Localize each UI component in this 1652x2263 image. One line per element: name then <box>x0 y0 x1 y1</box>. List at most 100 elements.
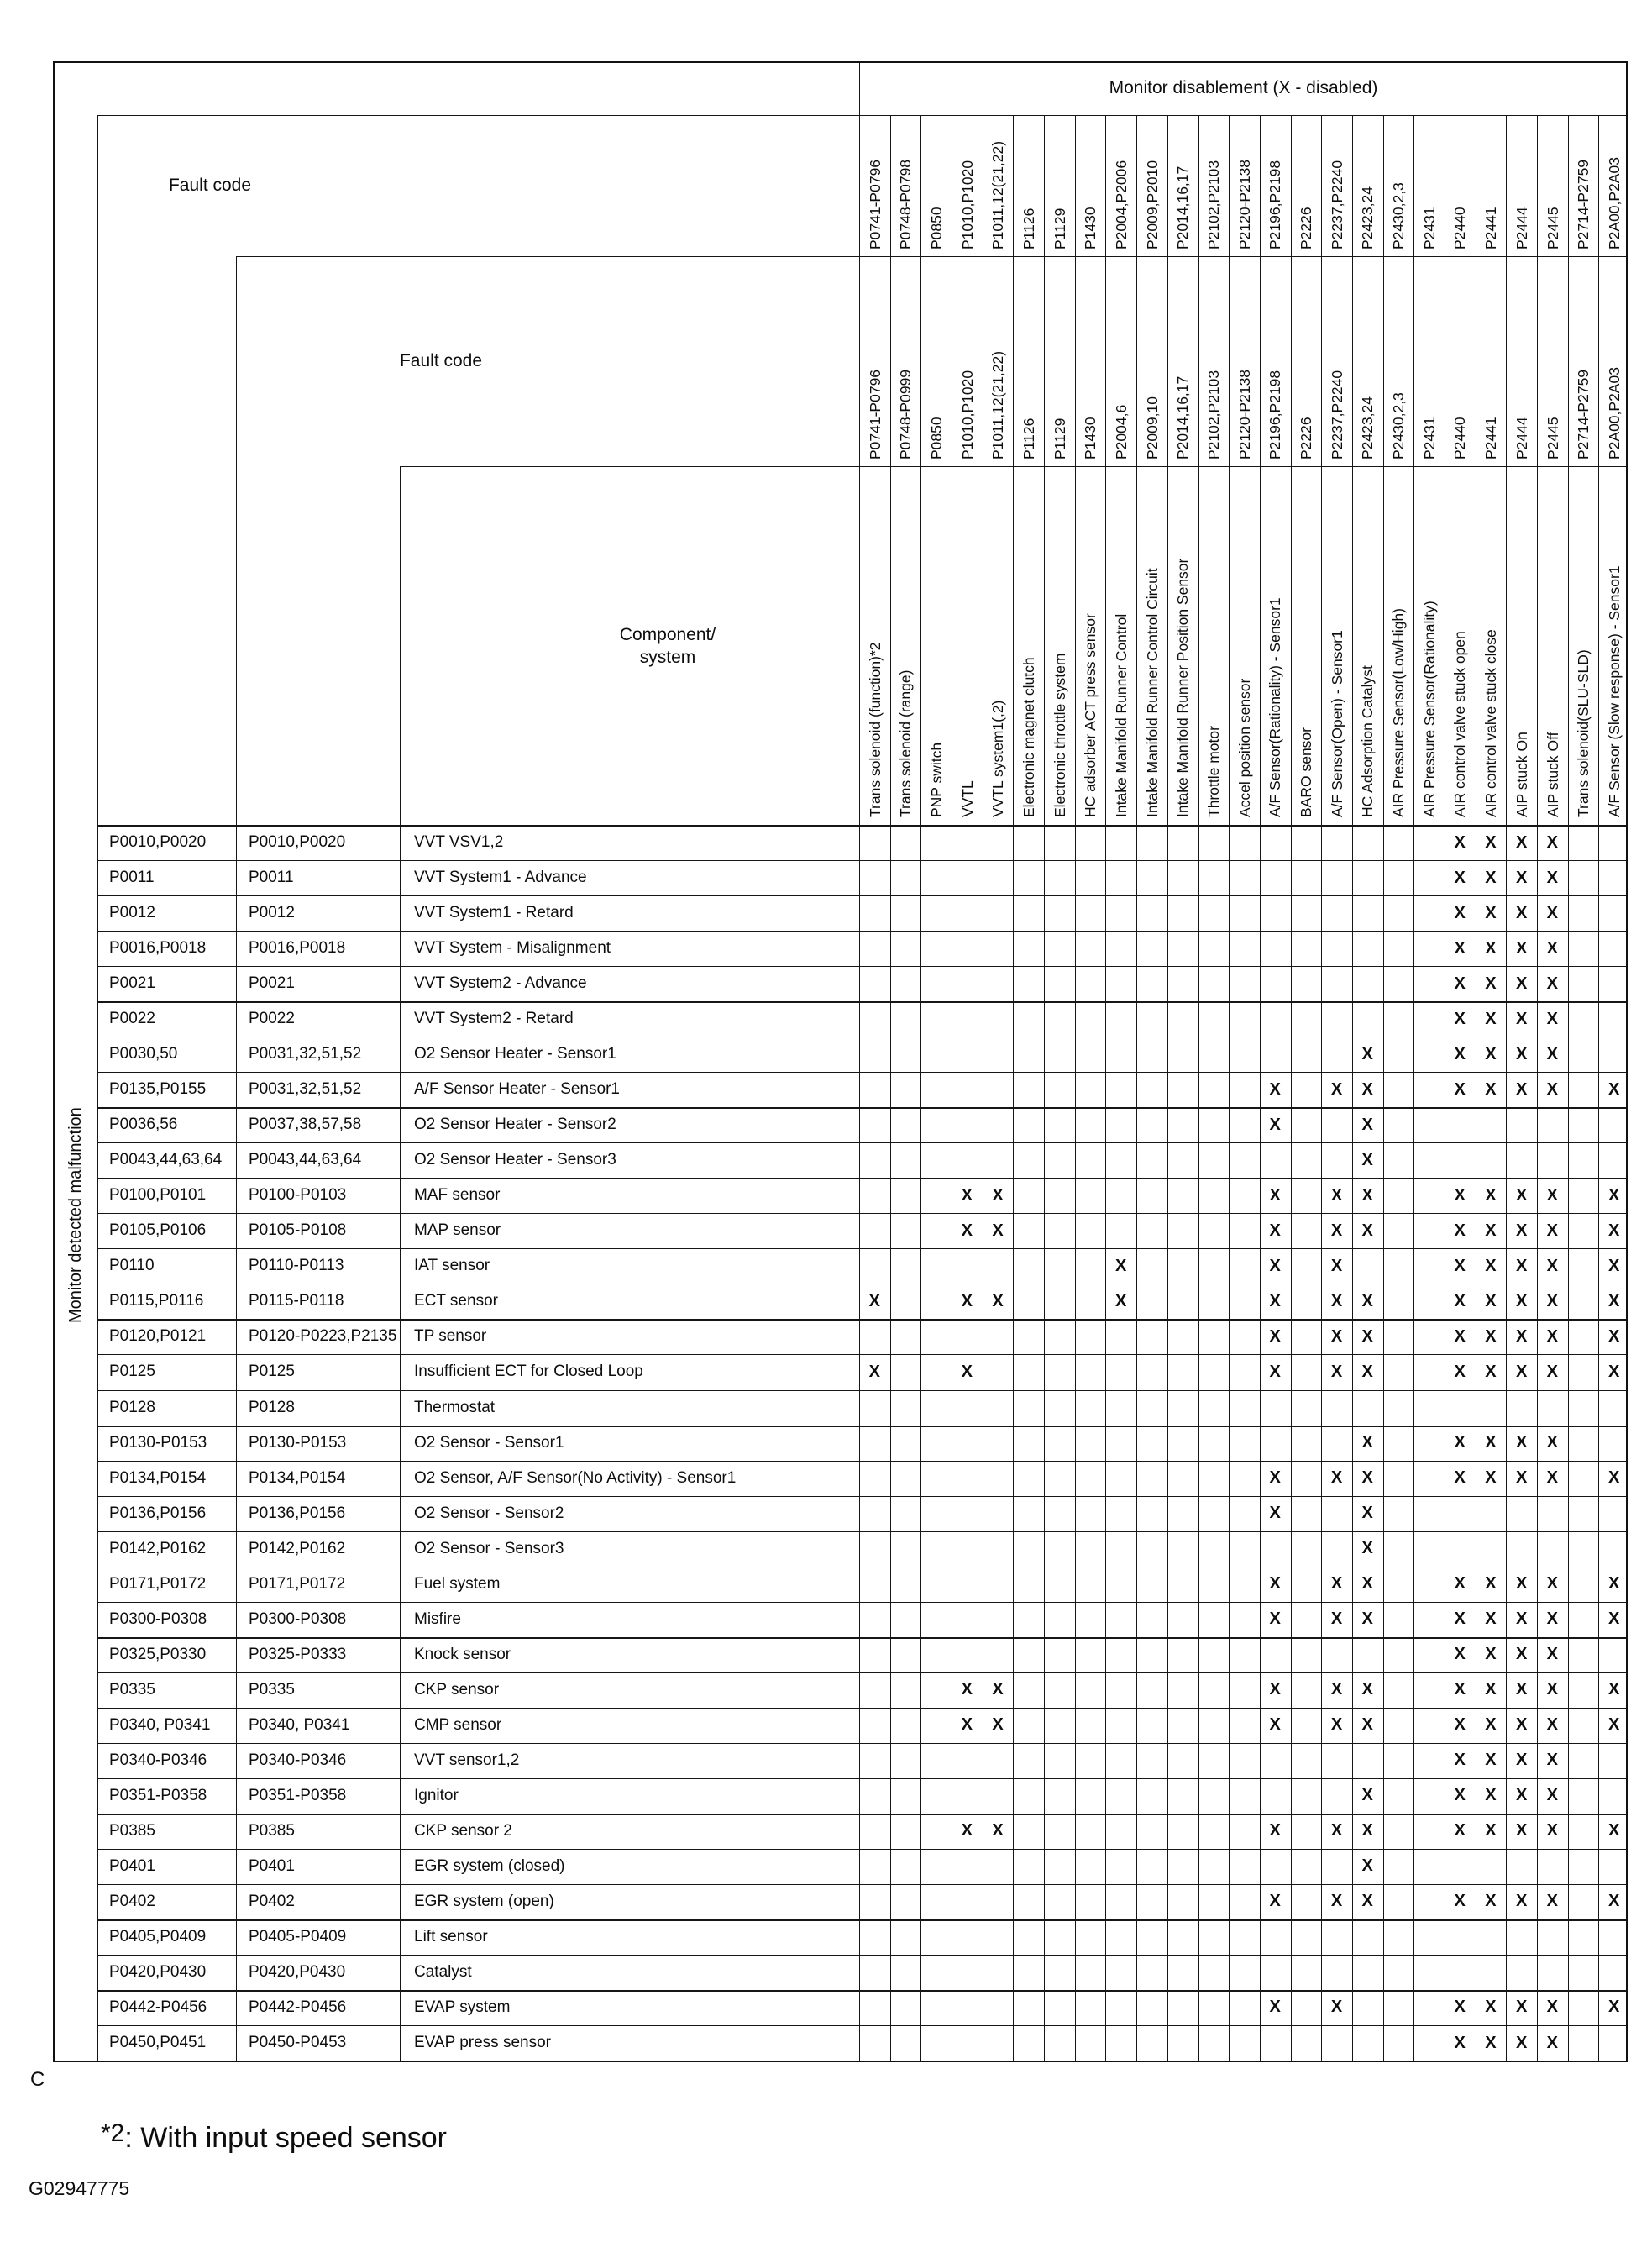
disabled-x-mark: X <box>992 1221 1004 1240</box>
row-component: Knock sensor <box>414 1645 511 1663</box>
grid-line <box>97 931 1626 932</box>
grid-line <box>859 63 860 115</box>
monitor-disablement-table: Monitor disablement (X - disabled) Fault… <box>53 61 1628 2062</box>
row-fault-code-1: P0105,P0106 <box>109 1221 207 1240</box>
grid-line <box>1013 115 1015 2061</box>
column-code-top: P2102,P2103 <box>1205 160 1222 249</box>
grid-line <box>97 1707 1626 1709</box>
grid-line <box>97 1742 1626 1744</box>
grid-line <box>97 1777 1626 1779</box>
disabled-x-mark: X <box>1361 1115 1373 1134</box>
grid-line <box>97 115 98 2061</box>
row-component: VVT System - Misalignment <box>414 939 611 958</box>
disabled-x-mark: X <box>1515 832 1528 852</box>
column-code-top: P2440 <box>1451 207 1469 249</box>
row-component: CKP sensor 2 <box>414 1821 512 1840</box>
row-fault-code-1: P0125 <box>109 1363 155 1381</box>
row-component: Lift sensor <box>414 1927 488 1945</box>
disabled-x-mark: X <box>1546 1715 1558 1735</box>
disabled-x-mark: X <box>1546 1574 1558 1594</box>
row-component: VVT System1 - Retard <box>414 904 574 922</box>
row-fault-code-2: P0016,P0018 <box>249 939 346 958</box>
column-code-mid: P2714-P2759 <box>1575 369 1592 459</box>
disabled-x-mark: X <box>1607 1821 1620 1840</box>
row-component: O2 Sensor - Sensor2 <box>414 1504 564 1522</box>
disabled-x-mark: X <box>1515 1044 1528 1063</box>
column-code-top: P2714-P2759 <box>1575 159 1592 249</box>
row-fault-code-2: P0325-P0333 <box>249 1645 347 1663</box>
column-code-mid: P1126 <box>1020 417 1037 459</box>
disabled-x-mark: X <box>1454 1892 1466 1911</box>
row-component: MAP sensor <box>414 1221 501 1240</box>
row-component: VVT System1 - Advance <box>414 869 587 886</box>
column-code-mid: P0850 <box>927 417 945 459</box>
row-fault-code-1: P0036,56 <box>109 1116 178 1134</box>
disabled-x-mark: X <box>1269 1680 1281 1699</box>
disabled-x-mark: X <box>1269 1998 1281 2017</box>
disabled-x-mark: X <box>1330 1680 1343 1699</box>
disabled-x-mark: X <box>1515 1892 1528 1911</box>
disabled-x-mark: X <box>1485 1892 1497 1911</box>
grid-line <box>97 1813 1626 1815</box>
disabled-x-mark: X <box>1269 1185 1281 1205</box>
row-fault-code-2: P0300-P0308 <box>249 1609 347 1628</box>
disabled-x-mark: X <box>1330 1362 1343 1381</box>
disabled-x-mark: X <box>1515 1468 1528 1487</box>
row-fault-code-1: P0134,P0154 <box>109 1468 207 1487</box>
row-fault-code-2: P0115-P0118 <box>249 1292 344 1310</box>
disabled-x-mark: X <box>1515 1786 1528 1805</box>
grid-line <box>97 1425 1626 1427</box>
grid-line <box>1074 115 1076 2061</box>
disabled-x-mark: X <box>1454 1751 1466 1770</box>
column-description: Electronic throttle system <box>1051 653 1068 817</box>
column-code-mid: P2431 <box>1420 417 1438 459</box>
disabled-x-mark: X <box>1485 1468 1497 1487</box>
disabled-x-mark: X <box>1546 1256 1558 1275</box>
disabled-x-mark: X <box>1485 1609 1497 1629</box>
disabled-x-mark: X <box>1485 1715 1497 1735</box>
grid-line <box>1290 115 1292 2061</box>
disabled-x-mark: X <box>1607 1291 1620 1310</box>
column-code-mid: P1129 <box>1051 417 1068 459</box>
column-code-top: P2196,P2198 <box>1267 160 1284 249</box>
row-fault-code-1: P0011 <box>109 869 155 886</box>
row-fault-code-1: P0325,P0330 <box>109 1645 207 1663</box>
disabled-x-mark: X <box>1515 1998 1528 2017</box>
disabled-x-mark: X <box>1454 974 1466 993</box>
footnote-marker: *2 <box>101 2119 125 2147</box>
column-code-mid: P1011,12(21,22) <box>989 350 1007 459</box>
disabled-x-mark: X <box>1361 1609 1373 1629</box>
fault-code-header-1: Fault code <box>168 176 252 195</box>
disabled-x-mark: X <box>1330 1892 1343 1911</box>
disabled-x-mark: X <box>1454 832 1466 852</box>
disabled-x-mark: X <box>1454 903 1466 922</box>
disabled-x-mark: X <box>1607 1256 1620 1275</box>
row-fault-code-1: P0130-P0153 <box>109 1433 207 1452</box>
row-component: O2 Sensor Heater - Sensor1 <box>414 1045 616 1063</box>
row-fault-code-1: P0402 <box>109 1892 155 1910</box>
column-description: Trans solenoid (function)*2 <box>866 642 884 818</box>
disabled-x-mark: X <box>1330 1256 1343 1275</box>
disabled-x-mark: X <box>1485 1291 1497 1310</box>
column-description: Trans solenoid(SLU-SLD) <box>1575 649 1592 817</box>
grid-line <box>97 860 1626 861</box>
column-code-top: P0741-P0796 <box>866 159 884 249</box>
disabled-x-mark: X <box>1330 1079 1343 1099</box>
disabled-x-mark: X <box>1454 1185 1466 1205</box>
column-description: AIR Pressure Sensor(Rationality) <box>1420 601 1438 817</box>
row-fault-code-2: P0402 <box>249 1892 295 1910</box>
column-code-mid: P2196,P2198 <box>1267 370 1284 459</box>
row-fault-code-2: P0021 <box>249 974 295 993</box>
column-description: AIR Pressure Sensor(Low/High) <box>1390 608 1408 817</box>
grid-line <box>1413 115 1415 2061</box>
disabled-x-mark: X <box>1330 1185 1343 1205</box>
disabled-x-mark: X <box>1515 1221 1528 1240</box>
disabled-x-mark: X <box>1485 1044 1497 1063</box>
disabled-x-mark: X <box>1454 938 1466 958</box>
row-fault-code-2: P0450-P0453 <box>249 2034 347 2051</box>
grid-line <box>97 1072 1626 1074</box>
disabled-x-mark: X <box>1485 1751 1497 1770</box>
row-fault-code-1: P0043,44,63,64 <box>109 1151 223 1169</box>
column-code-top: P2009,P2010 <box>1143 160 1161 249</box>
grid-line <box>1136 115 1138 2061</box>
